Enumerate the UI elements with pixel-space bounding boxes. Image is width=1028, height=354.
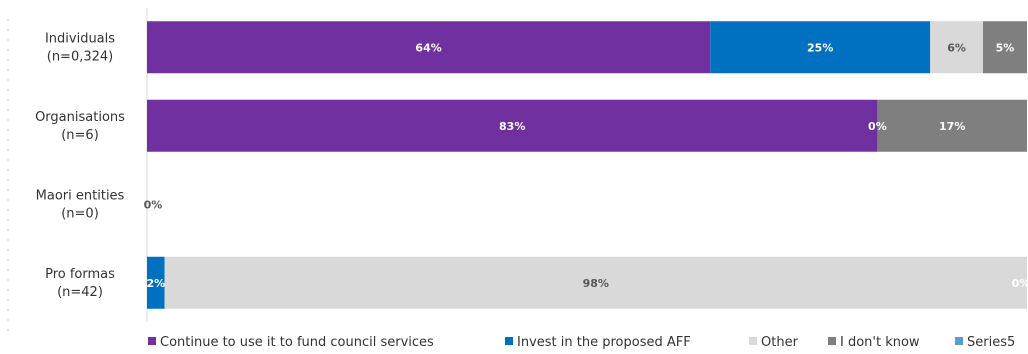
- data-label: 5%: [996, 41, 1015, 54]
- bar-segment: [147, 99, 878, 152]
- legend-swatch: [749, 337, 757, 345]
- data-label: 0%: [868, 120, 887, 133]
- category-label: Maori entities: [36, 188, 125, 203]
- legend-label: Other: [761, 335, 799, 350]
- data-label: 64%: [415, 41, 441, 54]
- labels-layer: 64% 25% 6% 5% 83% 0% 17% 0% 2% 98% 0%: [144, 41, 1028, 290]
- data-label: 25%: [807, 41, 833, 54]
- data-label: 17%: [939, 120, 965, 133]
- category-label: (n=0,324): [47, 49, 114, 64]
- data-label: 0%: [1012, 277, 1028, 290]
- legend: Continue to use it to fund council servi…: [148, 335, 1015, 350]
- category-label: Individuals: [45, 31, 115, 46]
- bar-segment: [877, 99, 1027, 152]
- category-label: Organisations: [35, 110, 125, 125]
- bar-segment: [930, 21, 983, 74]
- data-label: 0%: [144, 198, 163, 211]
- category-label: Pro formas: [45, 267, 115, 282]
- data-label: 98%: [583, 277, 609, 290]
- data-label: 2%: [146, 277, 165, 290]
- data-label: 83%: [499, 120, 525, 133]
- bar-segment: [147, 21, 711, 74]
- legend-label: I don't know: [840, 335, 920, 350]
- bar-segment: [710, 21, 931, 74]
- category-label: (n=42): [57, 285, 103, 300]
- bar-segment: [164, 256, 1028, 309]
- legend-swatch: [828, 337, 836, 345]
- bars-layer: [147, 21, 1028, 309]
- legend-swatch: [505, 337, 513, 345]
- category-label: (n=6): [61, 128, 99, 143]
- bar-segment: [983, 21, 1027, 74]
- legend-swatch: [148, 337, 156, 345]
- legend-label: Invest in the proposed AFF: [517, 335, 691, 350]
- axis-layer: Individuals (n=0,324) Organisations (n=6) Ma…: [7, 8, 148, 331]
- legend-label: Continue to use it to fund council servi…: [160, 335, 434, 350]
- legend-swatch: [955, 337, 963, 345]
- bar-segment: [147, 256, 165, 309]
- category-label: (n=0): [61, 206, 99, 221]
- legend-label: Series5: [967, 335, 1015, 350]
- data-label: 6%: [947, 41, 966, 54]
